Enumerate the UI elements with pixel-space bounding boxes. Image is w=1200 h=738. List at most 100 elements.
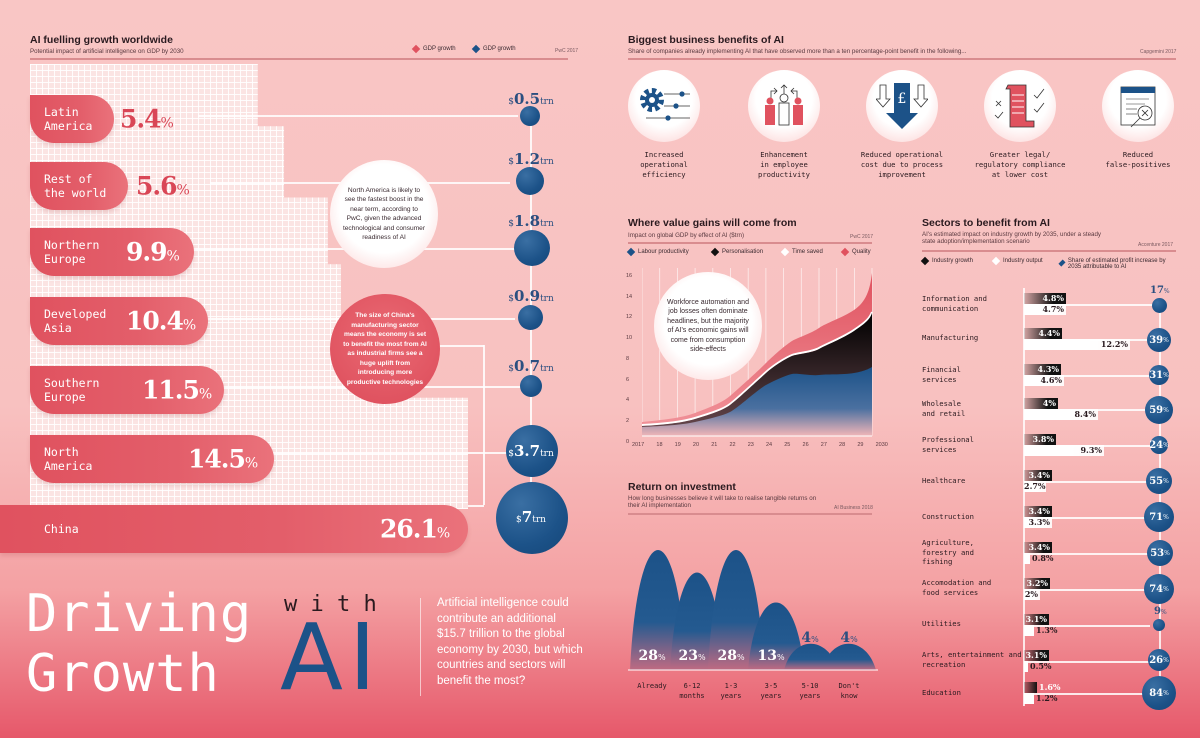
growth-bar: 4.4% [1024, 328, 1062, 339]
benefit-item: Reduced false-positives [1088, 70, 1188, 170]
x-axis: 2017 18 19 20 21 22 23 24 25 26 27 28 29 2030 [632, 442, 888, 448]
output-bar: 2% [1024, 589, 1040, 600]
sector-row: Accomodation and food services 3.2% 2% 7… [922, 574, 1182, 614]
profit-bubble: 74% [1144, 574, 1174, 604]
blue-diamond-icon [1058, 259, 1066, 267]
sector-row: Financial services 4.3% 4.6% 31% [922, 364, 1182, 400]
profit-bubble: 24% [1149, 436, 1169, 454]
scroll-checklist-icon [984, 70, 1056, 142]
roi-value: 4% [840, 630, 858, 646]
people-arrows-icon [748, 70, 820, 142]
growth-bar: 3.1% [1024, 650, 1049, 661]
output-bar: 0.8% [1024, 553, 1054, 564]
gdp-bubble [514, 230, 550, 266]
black-diamond-icon [920, 256, 930, 266]
region-bar-latin-america: Latin America [30, 95, 114, 143]
region-name: Latin America [44, 105, 93, 133]
profit-label: 17% [1150, 285, 1170, 296]
gdp-trn-label: $1.8trn [508, 212, 554, 230]
region-bar-northern-europe: Northern Europe 9.9% [30, 228, 194, 276]
sector-row: Utilities 3.1% 1.3% 9% [922, 606, 1182, 650]
roi-label: 1-3 years [720, 682, 742, 700]
roi-subtitle: How long businesses believe it will take… [628, 495, 817, 509]
white-diamond-icon [780, 247, 790, 257]
roi-bell-chart [628, 550, 878, 671]
growth-bar: 3.4% [1024, 506, 1052, 517]
sector-name: Construction [922, 512, 974, 521]
benefit-item: £ Reduced operational cost due to proces… [852, 70, 952, 180]
output-bar: 4.6% [1024, 375, 1064, 386]
china-note: The size of China's manufacturing sector… [330, 294, 440, 404]
gdp-trn-label: $1.2trn [508, 150, 554, 168]
output-bar: 1.2% [1024, 693, 1058, 704]
profit-label: 9% [1154, 606, 1167, 617]
roi-value: 28% [717, 648, 745, 664]
sector-name: Wholesale and retail [922, 399, 966, 418]
roi-label: 3-5 years [760, 682, 782, 700]
benefit-item: Greater legal/ regulatory compliance at … [970, 70, 1070, 180]
connector-line [198, 115, 518, 117]
sector-row: Arts, entertainment and recreation 3.1% … [922, 649, 1182, 686]
region-bar-rest-of-world: Rest of the world [30, 162, 128, 210]
profit-bubble: 26% [1148, 649, 1170, 671]
benefit-label: Increased operational efficiency [640, 150, 688, 179]
divider [922, 250, 1176, 252]
growth-bar: 1.6% [1024, 682, 1061, 693]
title-with: w i t h [284, 592, 377, 617]
roi-value: 23% [678, 648, 706, 664]
sector-row: Information and communication 4.8% 4.7% … [922, 285, 1182, 329]
sector-name: Information and communication [922, 294, 987, 313]
sector-row: Professional services 3.8% 9.3% 24% [922, 434, 1182, 470]
sectors-title: Sectors to benefit from AI [922, 217, 1050, 229]
region-pct: 9.9% [126, 237, 180, 267]
region-pct: 5.4% [120, 104, 174, 134]
gdp-bubble [518, 305, 543, 330]
legend-label: GDP growth [483, 46, 516, 52]
sectors-subtitle: AI's estimated impact on industry growth… [922, 231, 1101, 245]
region-pct: 5.6% [136, 171, 190, 201]
vertical-connector [483, 345, 485, 505]
intro-text: Artificial intelligence could contribute… [437, 597, 583, 687]
axis-line [1159, 300, 1161, 690]
sector-name: Utilities [922, 619, 961, 628]
pound-down-arrow-icon: £ [866, 70, 938, 142]
output-bar: 2.7% [1024, 481, 1046, 492]
region-name: Rest of the world [44, 172, 107, 200]
gear-sliders-icon [628, 70, 700, 142]
title-driving: Driving [26, 584, 253, 644]
legend-label: Personalisation [722, 249, 764, 255]
growth-bar: 4.8% [1024, 293, 1066, 304]
benefit-label: Reduced false-positives [1105, 150, 1171, 169]
value-subtitle: Impact on global GDP by effect of AI ($t… [628, 232, 745, 239]
region-name: Northern Europe [44, 238, 100, 266]
benefits-subtitle: Share of companies already implementing … [628, 48, 967, 55]
title-ai: AI [280, 604, 383, 711]
legend-label: GDP growth [423, 46, 456, 52]
sector-name: Financial services [922, 365, 961, 384]
sectors-source: Accenture 2017 [1138, 242, 1174, 248]
gdp-source: PwC 2017 [555, 48, 579, 54]
gdp-trn-label: $0.9trn [508, 287, 554, 305]
divider [420, 598, 421, 696]
benefit-item: Enhancement in employee productivity [734, 70, 834, 180]
growth-bar: 3.4% [1024, 470, 1052, 481]
north-america-note: North America is likely to see the faste… [330, 160, 438, 268]
region-pct: 11.5% [142, 375, 213, 405]
blue-diamond-icon [626, 247, 636, 257]
roi-label: 6-12 months [679, 682, 705, 700]
profit-bubble: 31% [1149, 365, 1169, 385]
sector-row: Healthcare 3.4% 2.7% 55% [922, 468, 1182, 506]
legend-label: Industry output [1003, 258, 1043, 264]
connector-line [440, 345, 484, 347]
benefits-title: Biggest business benefits of AI [628, 34, 784, 46]
region-name: China [44, 522, 79, 536]
gdp-trn-label: $3.7trn [508, 442, 554, 460]
gdp-trn-label: $0.5trn [508, 90, 554, 108]
connector-line [272, 452, 510, 454]
white-diamond-icon [991, 256, 1001, 266]
growth-bar: 3.2% [1024, 578, 1050, 589]
sector-name: Manufacturing [922, 333, 979, 342]
roi-source: AI Business 2018 [834, 505, 873, 511]
blue-diamond-icon [471, 44, 481, 54]
document-magnifier-icon [1102, 70, 1174, 142]
